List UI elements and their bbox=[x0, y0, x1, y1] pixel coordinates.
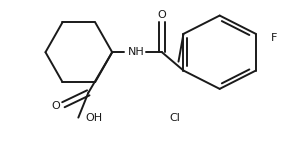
Text: O: O bbox=[158, 10, 166, 20]
Text: Cl: Cl bbox=[170, 113, 180, 123]
Text: OH: OH bbox=[86, 113, 103, 123]
Text: F: F bbox=[270, 33, 277, 43]
Text: O: O bbox=[51, 101, 60, 111]
Text: NH: NH bbox=[128, 47, 145, 57]
